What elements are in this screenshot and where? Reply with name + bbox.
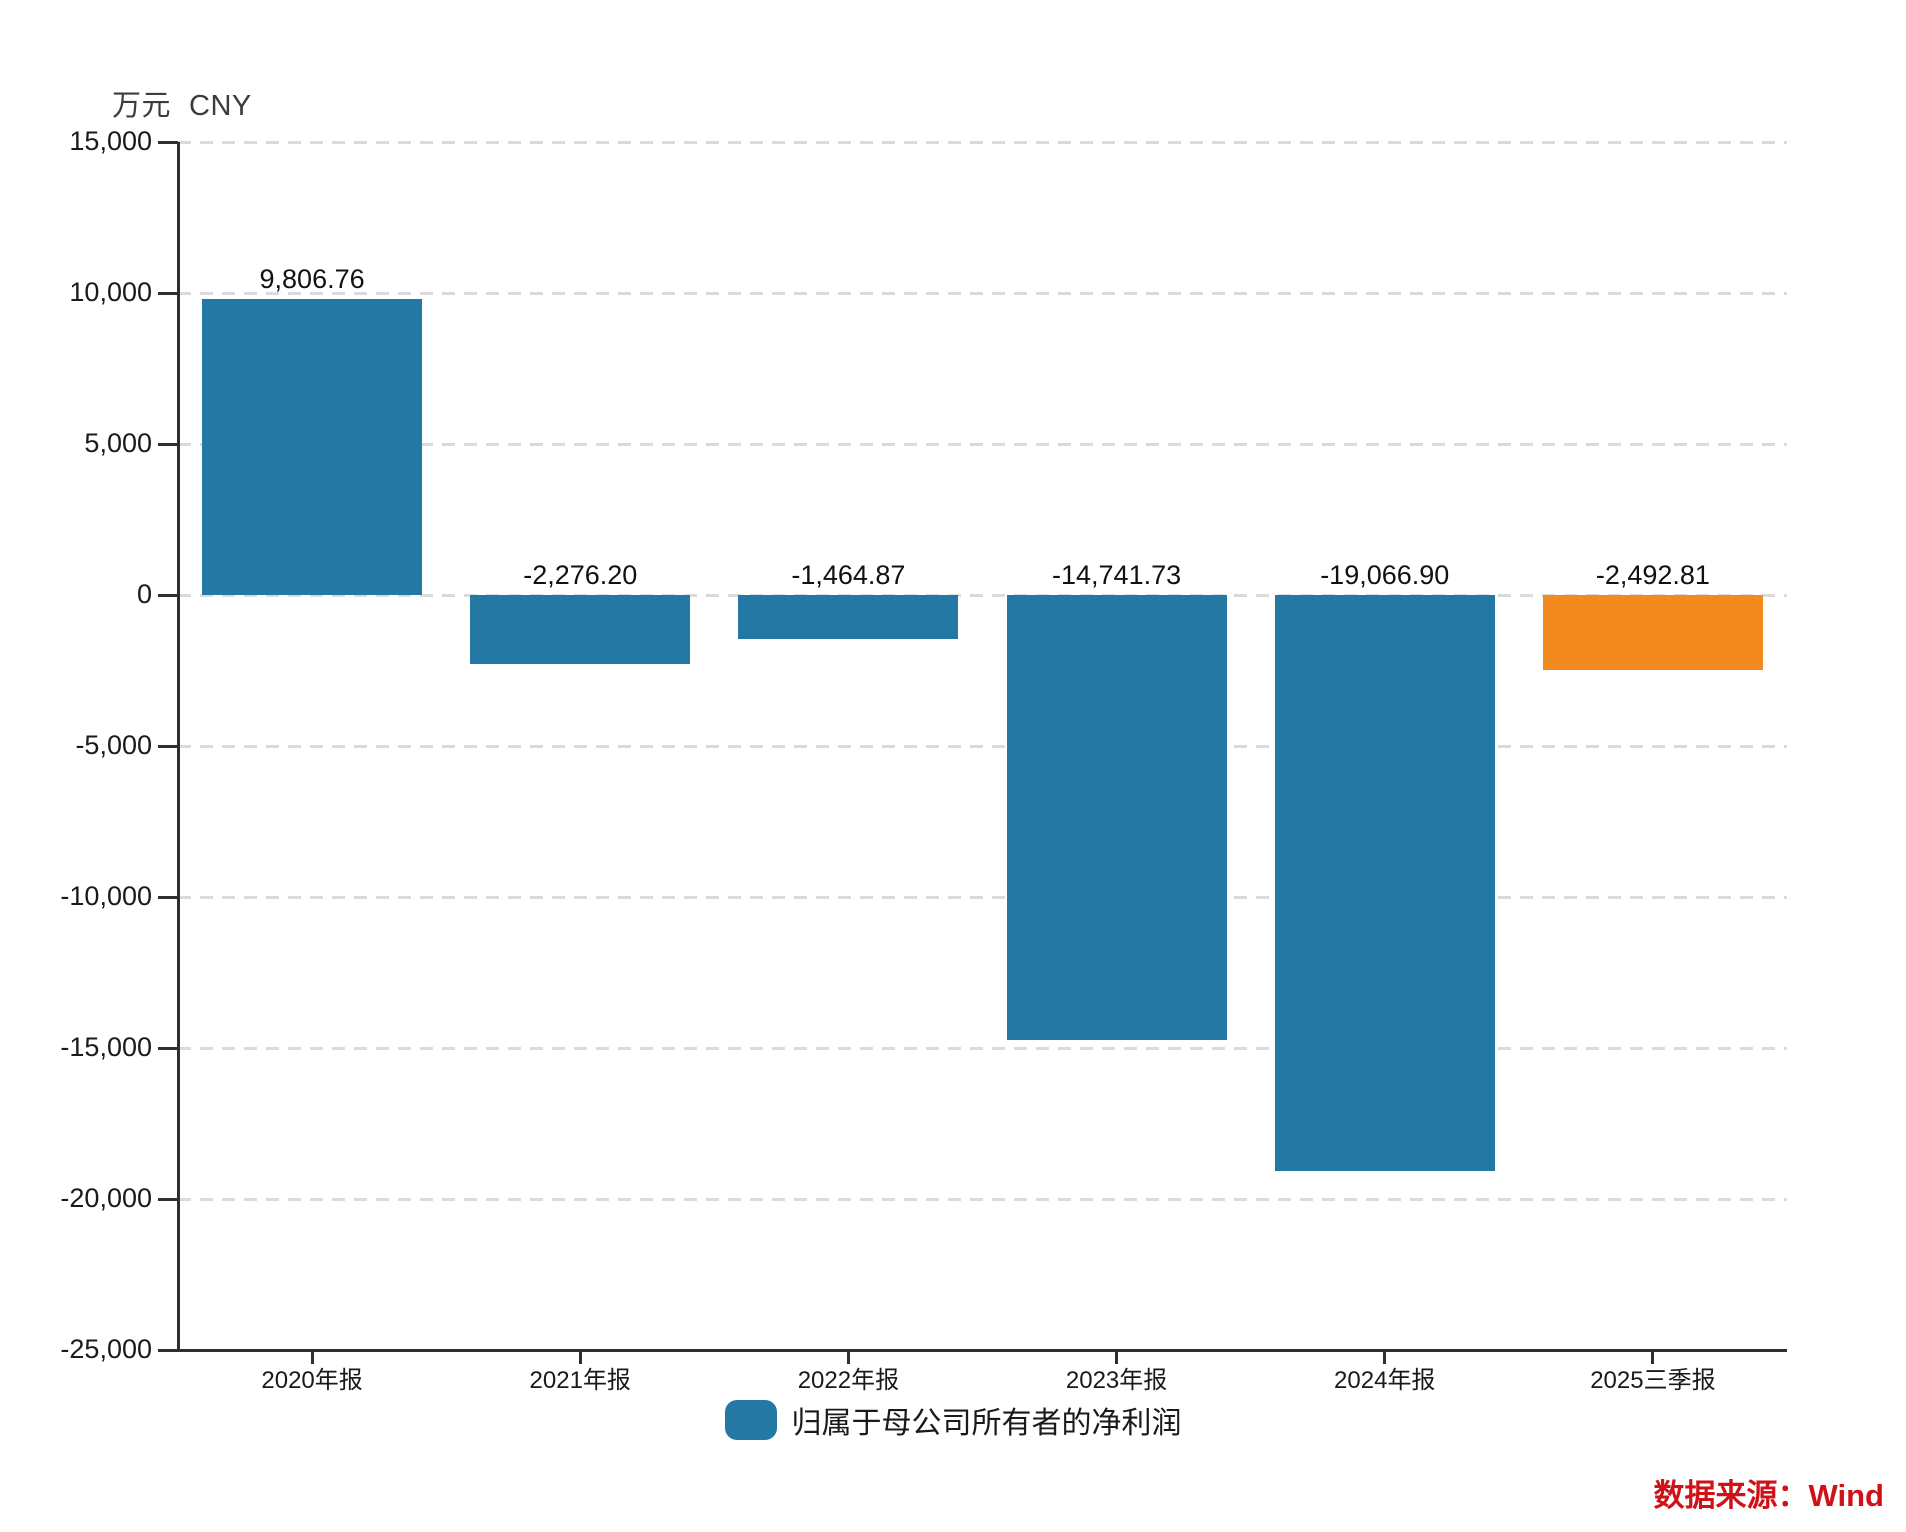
gridline: [178, 141, 1787, 144]
y-tick-label: -20,000: [60, 1183, 152, 1213]
gridline: [178, 896, 1787, 899]
y-axis-tick: [158, 1047, 178, 1050]
y-axis-tick: [158, 292, 178, 295]
y-axis-title: 万元 CNY: [112, 82, 252, 124]
x-axis-tick: [1383, 1350, 1387, 1364]
bar-value-label: -2,492.81: [1595, 560, 1710, 590]
gridline: [178, 745, 1787, 748]
bar-2020年报[interactable]: [202, 298, 423, 595]
y-tick-label: -10,000: [60, 881, 152, 911]
x-axis-tick: [1115, 1350, 1119, 1364]
y-tick-label: 5,000: [84, 428, 152, 458]
legend-swatch[interactable]: [724, 1400, 777, 1440]
x-axis-tick: [578, 1350, 582, 1364]
gridline: [178, 594, 1787, 597]
bar-2022年报[interactable]: [738, 595, 959, 640]
x-axis-tick: [846, 1350, 850, 1364]
data-source-note: 数据来源：Wind: [1653, 1478, 1884, 1513]
legend-label[interactable]: 归属于母公司所有者的净利润: [791, 1407, 1182, 1440]
y-axis-tick: [158, 594, 178, 597]
x-tick-label[interactable]: 2025三季报: [1590, 1367, 1716, 1394]
y-axis-tick: [158, 443, 178, 446]
y-axis-currency: CNY: [189, 90, 252, 122]
x-tick-label[interactable]: 2020年报: [261, 1367, 363, 1394]
y-tick-label: 0: [136, 579, 152, 609]
bar-2023年报[interactable]: [1006, 595, 1227, 1041]
y-axis-unit: 万元: [112, 90, 172, 122]
y-axis-tick: [158, 1198, 178, 1201]
x-tick-label[interactable]: 2021年报: [529, 1367, 631, 1394]
y-tick-label: -15,000: [60, 1032, 152, 1062]
bar-value-label: -2,276.20: [523, 560, 638, 590]
x-axis-tick: [1651, 1350, 1655, 1364]
gridline: [178, 443, 1787, 446]
y-axis-tick: [158, 896, 178, 899]
y-tick-label: -25,000: [60, 1334, 152, 1364]
bar-value-label: -19,066.90: [1320, 560, 1450, 590]
bar-2025三季报[interactable]: [1542, 595, 1763, 671]
bar-2024年报[interactable]: [1274, 595, 1495, 1171]
x-tick-label[interactable]: 2023年报: [1065, 1367, 1168, 1394]
legend: 归属于母公司所有者的净利润: [0, 1398, 1906, 1442]
gridline: [178, 1047, 1787, 1050]
bar-2021年报[interactable]: [470, 595, 691, 664]
y-axis-tick: [158, 745, 178, 748]
gridline: [178, 1198, 1787, 1201]
x-tick-label[interactable]: 2024年报: [1334, 1367, 1436, 1394]
y-axis-line: [177, 142, 180, 1350]
x-axis-tick: [310, 1350, 314, 1364]
y-tick-label: -5,000: [75, 730, 152, 760]
bar-value-label: 9,806.76: [259, 263, 365, 294]
bar-value-label: -1,464.87: [791, 560, 906, 590]
bar-value-label: -14,741.73: [1052, 560, 1182, 590]
x-axis-line: [177, 1349, 1787, 1352]
y-tick-label: 10,000: [69, 277, 152, 307]
x-tick-label[interactable]: 2022年报: [797, 1367, 900, 1394]
gridline: [178, 292, 1787, 295]
y-axis-tick: [158, 1349, 178, 1352]
y-tick-label: 15,000: [69, 126, 152, 156]
y-axis-tick: [158, 141, 178, 144]
